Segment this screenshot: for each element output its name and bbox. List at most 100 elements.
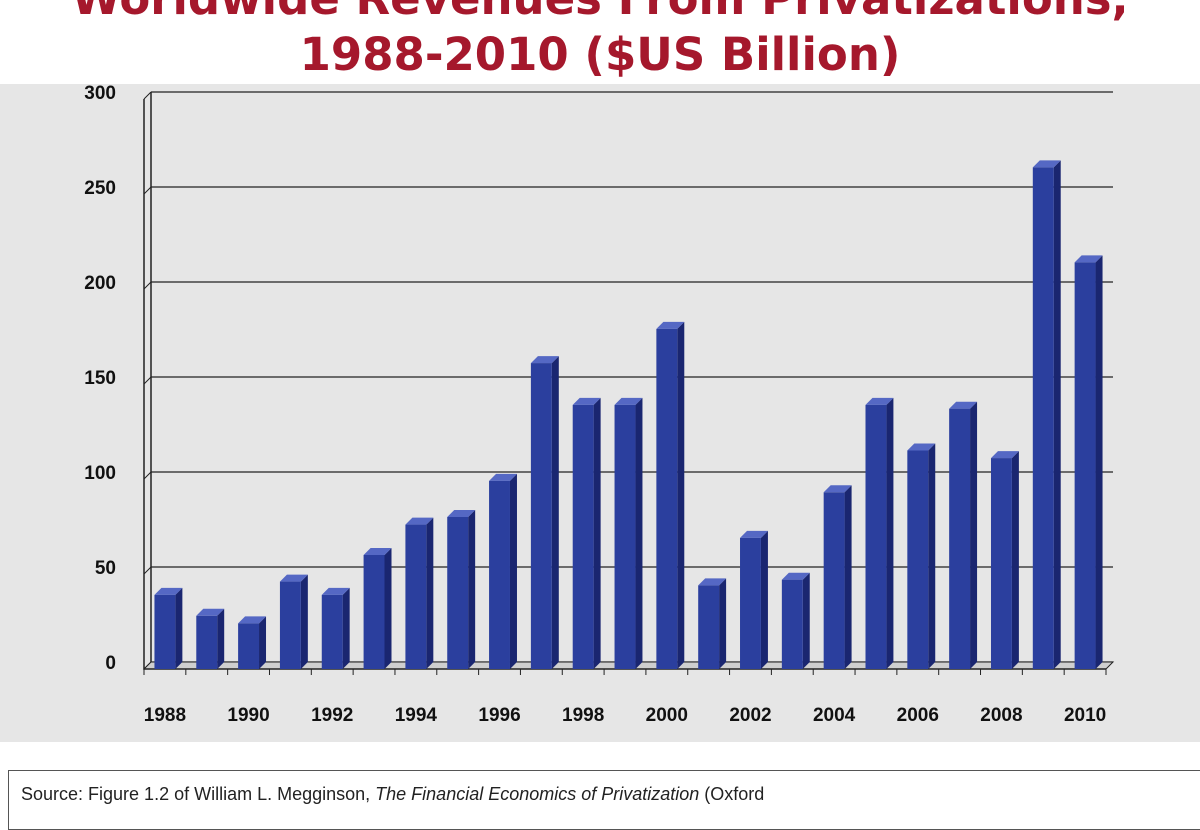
source-book-title: The Financial Economics of Privatization (375, 784, 700, 804)
bar (823, 492, 845, 669)
bar (363, 555, 385, 669)
bar-side (509, 473, 517, 669)
x-tick-label: 2004 (813, 705, 856, 726)
gridline-depth (143, 91, 152, 100)
bar-side (551, 356, 559, 669)
bar-top (154, 587, 183, 595)
x-tick-label: 1992 (311, 705, 353, 726)
x-tick-label: 1988 (144, 705, 186, 726)
source-prefix: Source: Figure 1.2 of William L. Meggins… (21, 784, 376, 804)
x-tick-label: 2000 (646, 705, 688, 726)
bar-top (196, 608, 225, 616)
bar (196, 615, 218, 669)
bar-top (823, 485, 852, 493)
chart-title-line1: Worldwide Revenues From Privatizations, (0, 0, 1200, 26)
bar (865, 404, 887, 669)
bar-top (907, 443, 936, 451)
gridline-depth (143, 281, 152, 290)
y-tick-label: 100 (84, 463, 116, 484)
bar (656, 328, 678, 669)
x-tick-label: 2002 (729, 705, 771, 726)
gridline-depth (143, 471, 152, 480)
bar (698, 585, 720, 669)
bar-top (363, 548, 392, 555)
bar (489, 480, 510, 669)
bar-top (572, 397, 601, 405)
bar-side (760, 530, 768, 669)
bar-top (447, 510, 476, 517)
gridline-depth (143, 376, 152, 385)
y-tick-label: 300 (84, 84, 116, 104)
bar-top (740, 530, 768, 538)
bar-side (886, 397, 894, 669)
bar (907, 450, 929, 669)
bar-side (844, 485, 852, 669)
chart-title-line2: 1988-2010 ($US Billion) (299, 28, 901, 81)
bar-side (426, 517, 434, 669)
bar (781, 579, 803, 669)
bar (530, 363, 552, 669)
bar (279, 581, 301, 669)
gridline-depth (143, 186, 152, 195)
bar-side (259, 616, 267, 669)
bar-side (593, 397, 601, 669)
bar-top (321, 587, 350, 595)
chart-title: Worldwide Revenues From Privatizations, … (0, 0, 1200, 84)
bar-side (719, 578, 727, 669)
bar-side (300, 574, 308, 669)
bar-top (865, 397, 894, 405)
bar (154, 594, 176, 669)
gridline-depth (143, 566, 152, 575)
y-tick-label: 250 (84, 178, 116, 199)
bar-side (217, 608, 225, 669)
bar-side (928, 443, 936, 669)
bar (949, 408, 971, 669)
bar-side (970, 401, 978, 669)
x-tick-label: 1996 (478, 705, 520, 726)
bar-chart: 0 50 100 150 200 250 300 1988 1990 1992 1994 1996 19… (84, 84, 1115, 726)
bar-side (468, 510, 476, 669)
y-tick-label: 50 (95, 558, 116, 579)
bar-top (990, 451, 1019, 459)
bar-top (489, 473, 517, 481)
x-tick-label: 1994 (395, 705, 438, 726)
x-tick-label: 1998 (562, 705, 604, 726)
bar (238, 623, 260, 669)
bar (990, 458, 1012, 669)
x-tick-label: 2008 (980, 705, 1022, 726)
bar (321, 594, 343, 669)
y-tick-label: 200 (84, 273, 116, 294)
chart-panel: 0 50 100 150 200 250 300 1988 1990 1992 1994 1996 19… (0, 84, 1200, 742)
bar-side (1095, 255, 1103, 669)
bar-side (384, 548, 392, 669)
bar-top (405, 517, 434, 525)
bar-top (238, 616, 267, 624)
bar-side (1011, 451, 1019, 669)
bar (740, 537, 761, 669)
x-tick-label: 2006 (897, 705, 939, 726)
y-tick-label: 150 (84, 368, 116, 389)
bar (447, 517, 469, 669)
bar (405, 524, 427, 669)
bar-side (342, 587, 350, 669)
bar-top (656, 321, 685, 329)
bar-top (614, 397, 643, 405)
bar-side (677, 321, 685, 669)
bar-side (175, 587, 183, 669)
x-tick-label: 1990 (227, 705, 269, 726)
bar-top (781, 572, 810, 580)
y-tick-label: 0 (105, 653, 116, 674)
x-tick-label: 2010 (1064, 705, 1106, 726)
bar (614, 404, 636, 669)
source-citation: Source: Figure 1.2 of William L. Meggins… (8, 770, 1200, 830)
bar (1032, 167, 1054, 669)
bar-top (1032, 160, 1061, 168)
bar-side (635, 397, 643, 669)
source-suffix: (Oxford (699, 784, 765, 804)
bar-side (1053, 160, 1061, 669)
bar-top (698, 578, 727, 586)
bar-side (802, 572, 810, 669)
bar (1074, 262, 1096, 669)
bar-top (1074, 255, 1103, 263)
bar-top (279, 574, 308, 582)
